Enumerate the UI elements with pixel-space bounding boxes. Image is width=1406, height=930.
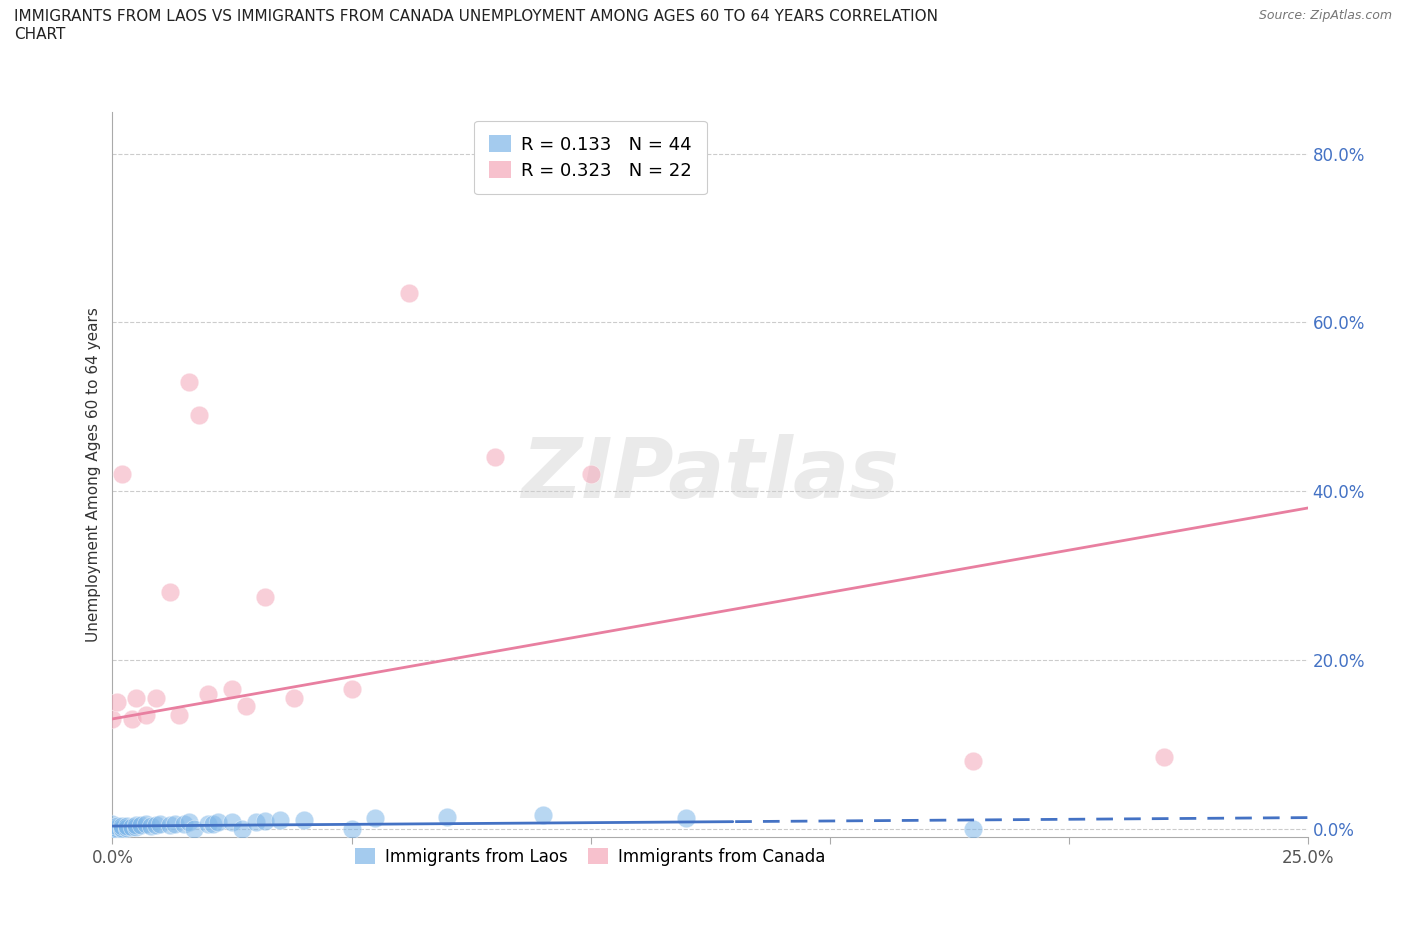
Point [340,682,363,697]
Point [101,821,124,836]
Point [101,821,124,836]
Point [111,818,134,833]
Point [105,820,128,835]
Point [101,817,124,831]
Point [101,821,124,836]
Point [484,450,506,465]
Point [531,807,554,822]
Point [101,821,124,836]
Point [105,821,128,836]
Y-axis label: Unemployment Among Ages 60 to 64 years: Unemployment Among Ages 60 to 64 years [86,307,101,642]
Point [121,819,143,834]
Point [340,821,363,836]
Point [231,821,253,836]
Point [436,809,458,824]
Point [139,818,162,833]
Point [201,816,224,830]
Legend: Immigrants from Laos, Immigrants from Canada: Immigrants from Laos, Immigrants from Ca… [349,841,832,872]
Point [177,815,200,830]
Text: ZIPatlas: ZIPatlas [522,433,898,515]
Point [183,821,205,836]
Point [1153,750,1175,764]
Point [254,814,277,829]
Point [149,816,172,830]
Point [283,690,305,705]
Point [135,817,157,831]
Point [579,467,602,482]
Point [129,817,152,832]
Point [105,695,128,710]
Point [145,817,167,832]
Point [101,821,124,836]
Point [235,698,257,713]
Point [187,408,209,423]
Point [115,818,138,833]
Point [163,816,186,830]
Point [197,816,219,830]
Point [101,821,124,836]
Point [101,711,124,726]
Text: Source: ZipAtlas.com: Source: ZipAtlas.com [1258,9,1392,22]
Point [177,374,200,389]
Point [145,690,167,705]
Point [962,821,984,836]
Point [111,820,134,835]
Point [173,816,195,830]
Point [169,707,191,722]
Point [111,821,134,836]
Point [221,815,243,830]
Point [292,813,315,828]
Point [125,819,148,834]
Point [101,821,124,836]
Point [398,286,420,300]
Point [207,815,229,830]
Point [962,753,984,768]
Point [105,818,128,833]
Point [159,585,181,600]
Point [269,813,291,828]
Point [125,690,148,705]
Point [245,815,267,830]
Point [254,590,277,604]
Point [675,811,697,826]
Point [121,711,143,726]
Point [221,682,243,697]
Point [364,811,387,826]
Point [197,686,219,701]
Text: IMMIGRANTS FROM LAOS VS IMMIGRANTS FROM CANADA UNEMPLOYMENT AMONG AGES 60 TO 64 : IMMIGRANTS FROM LAOS VS IMMIGRANTS FROM … [14,9,938,42]
Point [111,467,134,482]
Point [115,820,138,835]
Point [125,817,148,832]
Point [135,707,157,722]
Point [159,817,181,832]
